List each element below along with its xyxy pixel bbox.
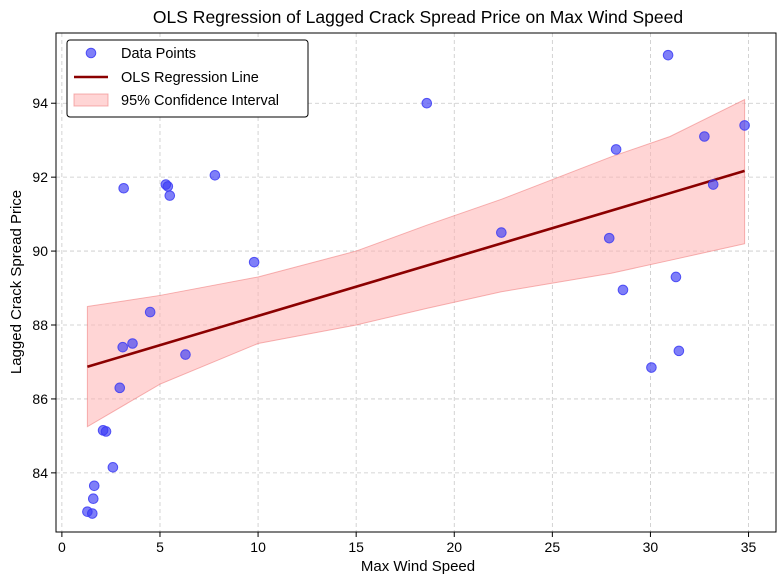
x-tick-label: 30 xyxy=(643,539,659,555)
y-tick-label: 86 xyxy=(32,391,48,407)
data-points-layer xyxy=(82,49,750,519)
data-point xyxy=(107,462,119,473)
y-axis-label: Lagged Crack Spread Price xyxy=(8,190,25,374)
data-point xyxy=(248,256,260,268)
data-point xyxy=(662,49,674,61)
data-point xyxy=(88,480,100,492)
data-point xyxy=(707,179,719,190)
data-point xyxy=(164,190,176,201)
x-tick-label: 5 xyxy=(156,539,164,555)
x-tick-label: 10 xyxy=(250,539,266,555)
y-tick-label: 94 xyxy=(32,95,48,111)
x-axis-ticks: 0 5 10 15 20 25 30 35 xyxy=(58,532,757,555)
data-point xyxy=(699,131,710,142)
y-tick-label: 88 xyxy=(32,317,48,333)
legend-label-data-points: Data Points xyxy=(121,46,196,62)
regression-line-layer xyxy=(87,169,745,369)
legend-label-confidence-band: 95% Confidence Interval xyxy=(121,93,279,109)
y-tick-label: 92 xyxy=(32,169,48,185)
data-point xyxy=(144,306,156,318)
data-point xyxy=(162,181,174,192)
data-point xyxy=(127,338,138,349)
x-tick-label: 15 xyxy=(348,539,364,555)
data-point xyxy=(646,362,657,373)
data-point xyxy=(496,227,507,238)
data-point xyxy=(118,182,129,194)
legend-box xyxy=(66,39,309,118)
x-axis-label: Max Wind Speed xyxy=(361,558,475,575)
data-point xyxy=(114,382,126,394)
data-point xyxy=(421,97,433,109)
data-point xyxy=(180,349,191,360)
y-axis-ticks: 84 86 88 90 92 94 xyxy=(32,95,56,481)
legend: Data Points OLS Regression Line 95% Conf… xyxy=(66,39,309,118)
x-tick-label: 35 xyxy=(741,539,757,555)
legend-label-regression-line: OLS Regression Line xyxy=(121,70,259,86)
data-point xyxy=(86,508,98,519)
legend-marker-confidence-band xyxy=(73,93,109,107)
data-point xyxy=(673,345,685,357)
data-point xyxy=(610,144,622,155)
data-point xyxy=(117,341,129,353)
legend-marker-data-points xyxy=(85,47,97,59)
regression-line xyxy=(87,169,745,369)
confidence-band xyxy=(86,98,746,428)
data-point xyxy=(87,493,99,505)
confidence-band-layer xyxy=(86,98,746,428)
data-point xyxy=(617,284,629,296)
data-point xyxy=(670,271,682,283)
x-tick-label: 25 xyxy=(545,539,561,555)
data-point xyxy=(603,232,615,244)
y-tick-label: 84 xyxy=(32,465,48,481)
x-tick-label: 20 xyxy=(446,539,462,555)
data-point xyxy=(209,170,221,181)
grid xyxy=(56,33,776,532)
data-point xyxy=(739,120,750,131)
data-point xyxy=(100,426,112,437)
y-tick-label: 90 xyxy=(32,243,48,259)
plot-frame xyxy=(55,32,777,533)
chart-title: OLS Regression of Lagged Crack Spread Pr… xyxy=(153,7,683,27)
x-tick-label: 0 xyxy=(58,539,66,555)
